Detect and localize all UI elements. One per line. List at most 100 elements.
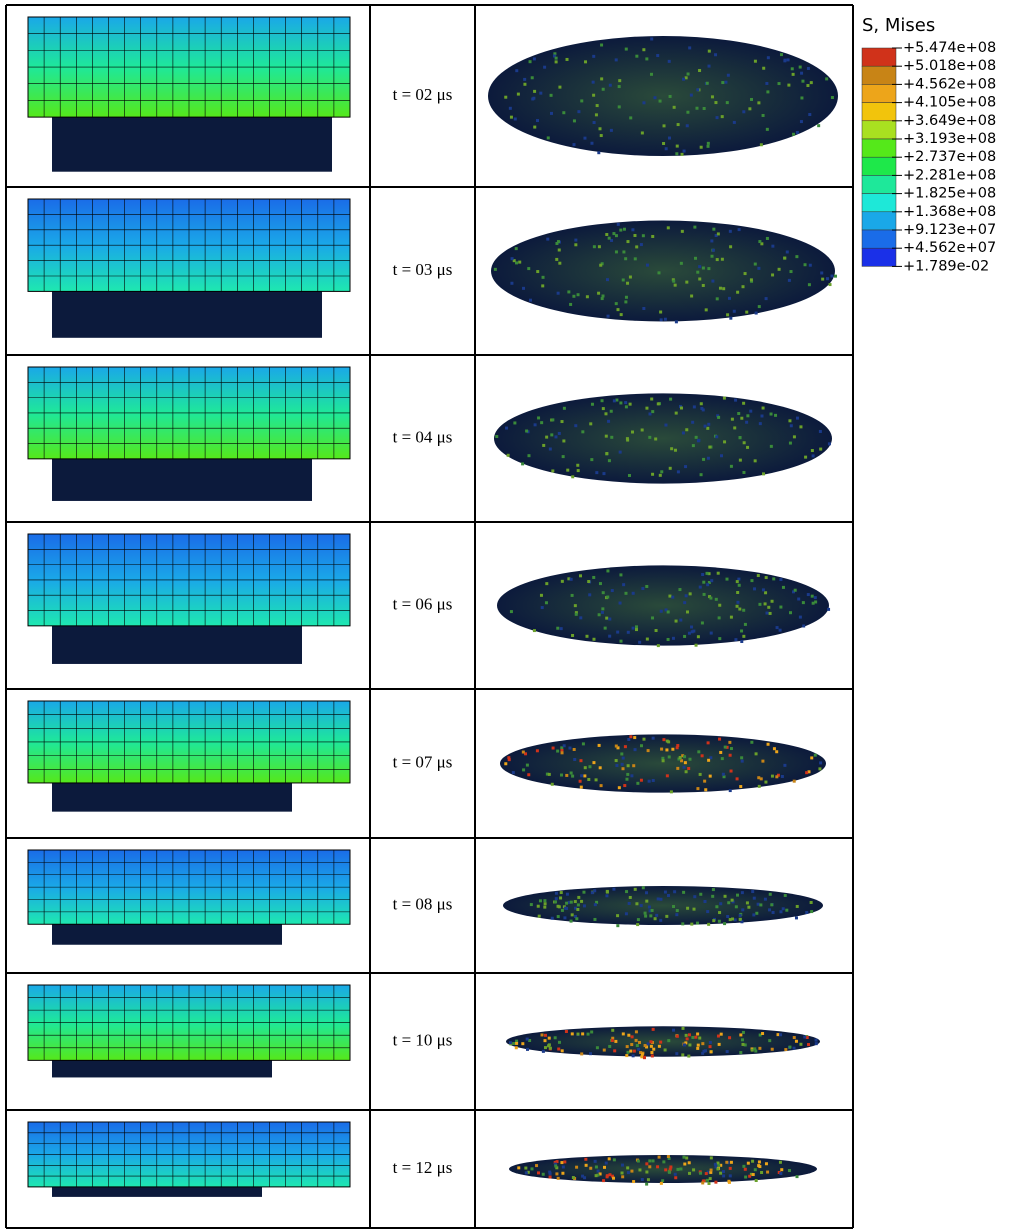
fragment-speck xyxy=(504,762,507,765)
fragment-speck xyxy=(542,276,545,279)
fragment-speck xyxy=(522,751,525,754)
fragment-speck xyxy=(771,245,774,248)
fragment-speck xyxy=(698,1037,701,1040)
fragment-speck xyxy=(557,292,560,295)
fragment-speck xyxy=(595,471,598,474)
fragment-speck xyxy=(608,1045,611,1048)
fragment-speck xyxy=(555,1172,558,1175)
fragment-speck xyxy=(764,602,767,605)
fragment-speck xyxy=(726,313,729,316)
fragment-speck xyxy=(764,898,767,901)
fragment-speck xyxy=(608,459,611,462)
fragment-speck xyxy=(523,78,526,81)
fragment-speck xyxy=(675,620,678,623)
fragment-speck xyxy=(780,1168,783,1171)
fragment-speck xyxy=(576,464,579,467)
fragment-speck xyxy=(625,890,628,893)
fragment-speck xyxy=(569,303,572,306)
fragment-speck xyxy=(731,899,734,902)
fragment-speck xyxy=(717,1164,720,1167)
fragment-speck xyxy=(571,634,574,637)
fragment-speck xyxy=(571,475,574,478)
fragment-speck xyxy=(707,423,710,426)
fragment-speck xyxy=(583,137,586,140)
fragment-speck xyxy=(530,903,533,906)
fragment-speck xyxy=(741,891,744,894)
fragment-speck xyxy=(656,54,659,57)
fragment-speck xyxy=(662,142,665,145)
fragment-speck xyxy=(595,1165,598,1168)
fragment-speck xyxy=(719,902,722,905)
fragment-speck xyxy=(632,764,635,767)
fragment-speck xyxy=(664,1048,667,1051)
fragment-speck xyxy=(627,1034,630,1037)
fragment-speck xyxy=(612,888,615,891)
fragment-speck xyxy=(510,116,513,119)
fragment-speck xyxy=(599,582,602,585)
fragment-speck xyxy=(657,644,660,647)
fragment-speck xyxy=(525,430,528,433)
fragment-speck xyxy=(676,746,679,749)
fragment-speck xyxy=(561,909,564,912)
fragment-speck xyxy=(682,766,685,769)
fragment-speck xyxy=(524,1167,527,1170)
fragment-speck xyxy=(753,587,756,590)
fragment-speck xyxy=(697,750,700,753)
fragment-speck xyxy=(562,1165,565,1168)
fragment-speck xyxy=(685,428,688,431)
fragment-speck xyxy=(696,787,699,790)
fragment-speck xyxy=(635,1030,638,1033)
fragment-speck xyxy=(595,778,598,781)
fragment-speck xyxy=(560,891,563,894)
fragment-speck xyxy=(757,574,760,577)
fragment-speck xyxy=(762,588,765,591)
fragment-speck xyxy=(766,237,769,240)
fragment-speck xyxy=(622,757,625,760)
fragment-speck xyxy=(734,918,737,921)
fragment-speck xyxy=(648,436,651,439)
fragment-speck xyxy=(631,228,634,231)
fragment-speck xyxy=(717,232,720,235)
fragment-speck xyxy=(622,767,625,770)
fragment-speck xyxy=(725,1161,728,1164)
fragment-speck xyxy=(691,1036,694,1039)
fragment-speck xyxy=(796,417,799,420)
fragment-speck xyxy=(678,588,681,591)
fragment-speck xyxy=(693,908,696,911)
fragment-speck xyxy=(778,268,781,271)
fragment-speck xyxy=(719,751,722,754)
fragment-speck xyxy=(681,230,684,233)
fragment-speck xyxy=(604,627,607,630)
fragment-speck xyxy=(687,1055,690,1058)
fragment-speck xyxy=(635,55,638,58)
fragment-speck xyxy=(624,300,627,303)
fragment-speck xyxy=(691,421,694,424)
fragment-speck xyxy=(542,444,545,447)
fragment-speck xyxy=(787,58,790,61)
fragment-speck xyxy=(720,1033,723,1036)
fragment-speck xyxy=(531,76,534,79)
specimen-base xyxy=(52,117,332,172)
fragment-speck xyxy=(750,98,753,101)
fragment-speck xyxy=(723,397,726,400)
fem-block xyxy=(28,17,350,172)
fragment-speck xyxy=(665,748,668,751)
fragment-speck xyxy=(784,1048,787,1051)
fragment-speck xyxy=(779,606,782,609)
fragment-speck xyxy=(624,257,627,260)
legend-label: +1.789e-02 xyxy=(903,258,989,274)
fragment-speck xyxy=(563,744,566,747)
fragment-speck xyxy=(685,770,688,773)
fragment-speck xyxy=(706,910,709,913)
fragment-speck xyxy=(792,133,795,136)
fragment-speck xyxy=(702,581,705,584)
fragment-speck xyxy=(541,606,544,609)
fragment-speck xyxy=(557,1048,560,1051)
fragment-speck xyxy=(608,237,611,240)
fragment-speck xyxy=(579,759,582,762)
fragment-speck xyxy=(685,1156,688,1159)
fragment-speck xyxy=(730,616,733,619)
fragment-speck xyxy=(729,789,732,792)
fragment-speck xyxy=(645,585,648,588)
fragment-speck xyxy=(625,1054,628,1057)
